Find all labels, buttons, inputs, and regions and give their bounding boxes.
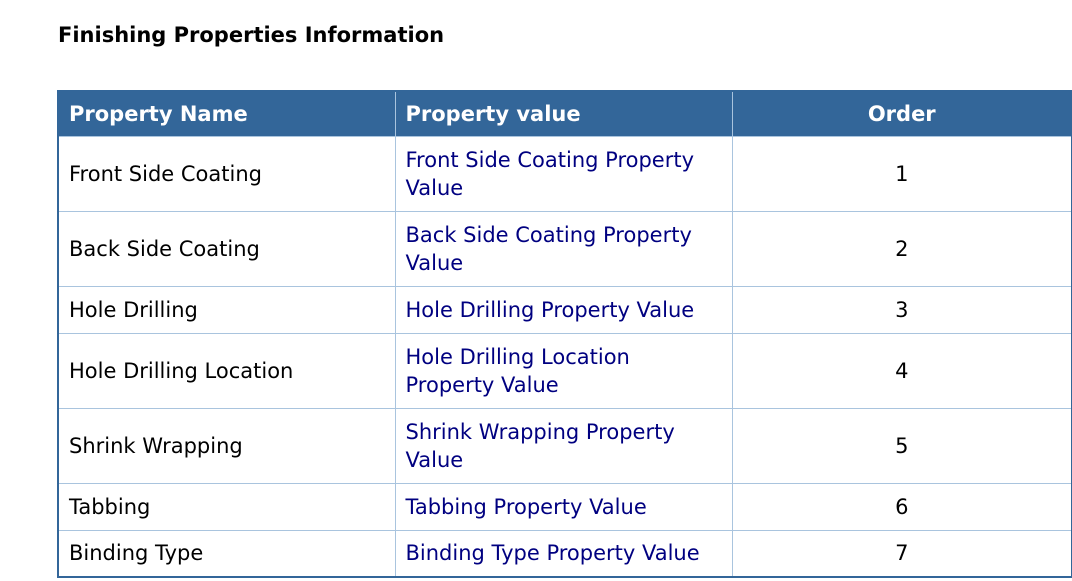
property-name-cell: Back Side Coating xyxy=(57,210,396,287)
property-value-cell: Hole Drilling Property Value xyxy=(394,285,733,334)
property-value-cell: Front Side Coating Property Value xyxy=(394,135,733,212)
property-value-cell: Tabbing Property Value xyxy=(394,482,733,531)
table-row: Hole Drilling Location Hole Drilling Loc… xyxy=(57,332,1072,409)
property-value-cell: Hole Drilling Location Property Value xyxy=(394,332,733,409)
table-row: Shrink Wrapping Shrink Wrapping Property… xyxy=(57,407,1072,484)
property-name-cell: Shrink Wrapping xyxy=(57,407,396,484)
table-row: Tabbing Tabbing Property Value 6 xyxy=(57,482,1072,531)
order-cell: 2 xyxy=(731,210,1072,287)
table-row: Binding Type Binding Type Property Value… xyxy=(57,529,1072,578)
column-header-property-value: Property value xyxy=(394,91,732,136)
property-value-cell: Shrink Wrapping Property Value xyxy=(394,407,733,484)
table-header-row: Property Name Property value Order xyxy=(58,91,1072,136)
table-row: Front Side Coating Front Side Coating Pr… xyxy=(57,135,1072,212)
table-row: Back Side Coating Back Side Coating Prop… xyxy=(57,210,1072,287)
table-row: Hole Drilling Hole Drilling Property Val… xyxy=(57,285,1072,334)
order-cell: 4 xyxy=(731,332,1072,409)
finishing-properties-table: Property Name Property value Order Front… xyxy=(57,90,1072,578)
property-name-cell: Hole Drilling xyxy=(57,285,396,334)
property-name-cell: Front Side Coating xyxy=(57,135,396,212)
order-cell: 1 xyxy=(731,135,1072,212)
property-name-cell: Tabbing xyxy=(57,482,396,531)
property-name-cell: Binding Type xyxy=(57,529,396,578)
column-header-order: Order xyxy=(731,91,1072,136)
column-header-property-name: Property Name xyxy=(58,91,395,136)
order-cell: 7 xyxy=(731,529,1072,578)
order-cell: 3 xyxy=(731,285,1072,334)
page-title: Finishing Properties Information xyxy=(58,23,445,47)
property-value-cell: Back Side Coating Property Value xyxy=(394,210,733,287)
order-cell: 5 xyxy=(731,407,1072,484)
property-name-cell: Hole Drilling Location xyxy=(57,332,396,409)
property-value-cell: Binding Type Property Value xyxy=(394,529,733,578)
order-cell: 6 xyxy=(731,482,1072,531)
